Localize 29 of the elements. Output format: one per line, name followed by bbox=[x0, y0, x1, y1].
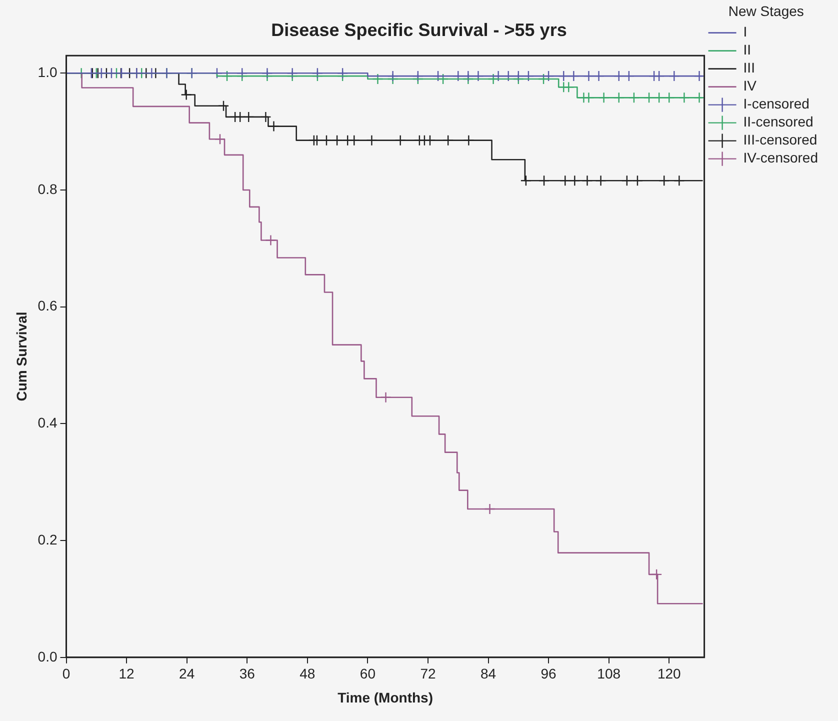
y-tick-label: 0.0 bbox=[38, 648, 58, 664]
x-tick-label: 72 bbox=[420, 666, 436, 682]
y-tick-label: 0.8 bbox=[38, 180, 58, 197]
x-tick-label: 24 bbox=[179, 666, 195, 682]
legend-label: IV-censored bbox=[743, 150, 818, 166]
legend-label: I bbox=[743, 24, 748, 40]
y-tick-label: 0.4 bbox=[38, 414, 58, 431]
x-tick-label: 36 bbox=[239, 666, 256, 682]
y-tick-label: 0.2 bbox=[38, 531, 58, 548]
legend-label: III bbox=[743, 60, 755, 76]
legend-title: New Stages bbox=[728, 2, 804, 19]
y-axis-title: Cum Survival bbox=[13, 312, 30, 402]
legend-label: II bbox=[743, 42, 752, 58]
legend-label: II-censored bbox=[743, 114, 814, 130]
y-tick-label: 0.6 bbox=[38, 298, 58, 314]
x-tick-label: 84 bbox=[480, 666, 496, 682]
x-tick-label: 12 bbox=[118, 666, 135, 682]
y-tick-label: 1.0 bbox=[38, 64, 58, 80]
x-tick-label: 108 bbox=[597, 666, 621, 682]
chart-title: Disease Specific Survival - >55 yrs bbox=[271, 20, 567, 40]
x-tick-label: 0 bbox=[62, 666, 70, 682]
x-tick-label: 48 bbox=[300, 666, 316, 682]
legend-label: IV bbox=[743, 78, 758, 94]
x-tick-label: 60 bbox=[360, 666, 376, 682]
x-tick-label: 120 bbox=[657, 666, 682, 682]
x-tick-label: 96 bbox=[540, 666, 557, 682]
legend-label: I-censored bbox=[743, 96, 810, 112]
x-axis-title: Time (Months) bbox=[338, 689, 433, 706]
legend-label: III-censored bbox=[743, 132, 818, 148]
